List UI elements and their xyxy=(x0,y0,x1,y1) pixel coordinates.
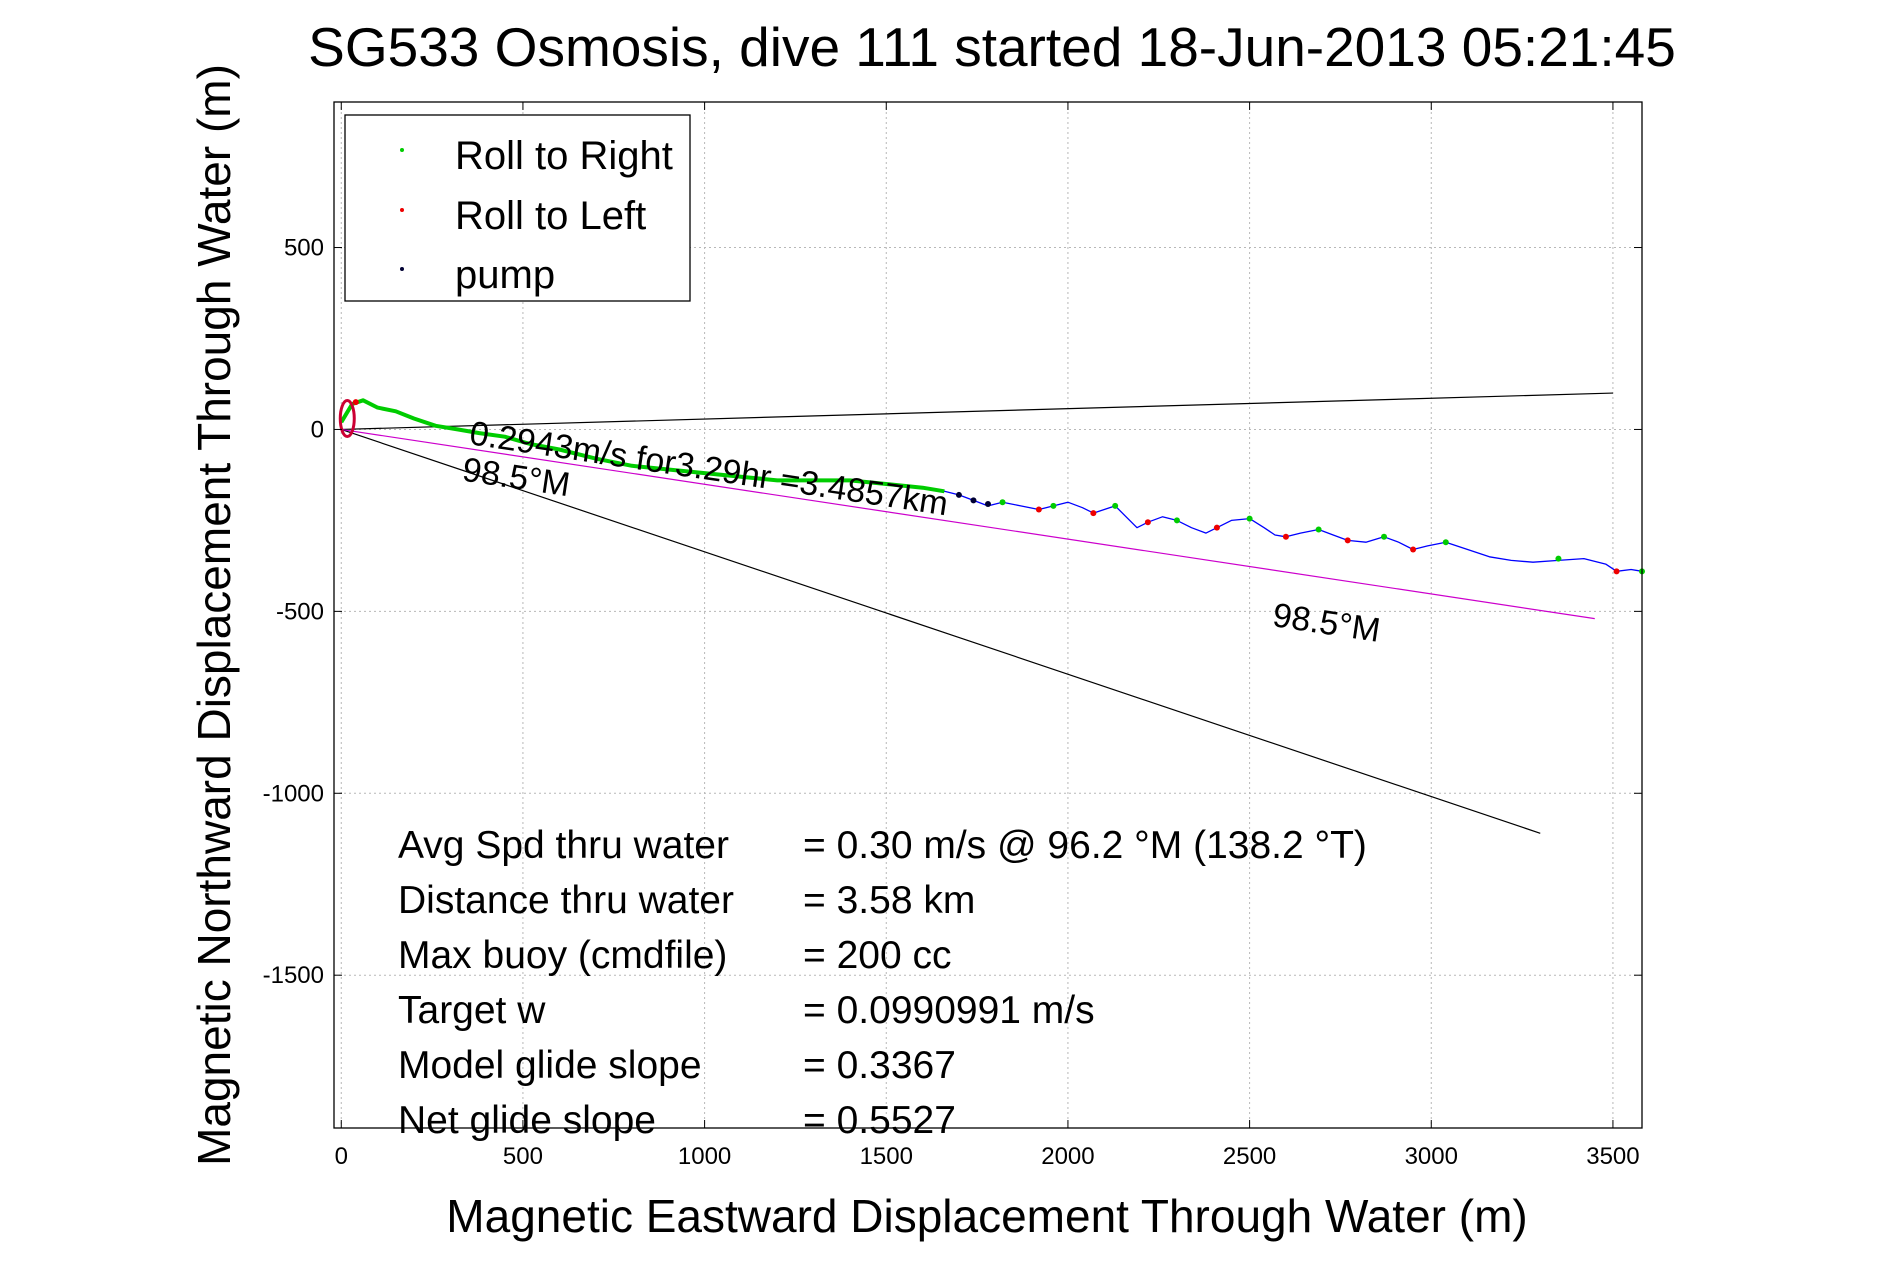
plot-frame xyxy=(333,101,1643,1129)
marker-roll-left xyxy=(352,399,359,406)
x-tick-label: 3500 xyxy=(1586,1143,1639,1170)
y-axis-label: Magnetic Northward Displacement Through … xyxy=(188,64,240,1166)
reference-line xyxy=(341,428,1541,834)
y-tick-label: 0 xyxy=(311,416,324,443)
y-tick-label: 500 xyxy=(284,235,324,262)
grid xyxy=(334,102,1642,1128)
stat-label: Target w xyxy=(398,989,546,1032)
chart-title: SG533 Osmosis, dive 111 started 18-Jun-2… xyxy=(308,16,1676,78)
marker-roll-left xyxy=(1090,510,1097,517)
stat-value: = 200 cc xyxy=(803,934,952,977)
y-tick-label: -1500 xyxy=(263,962,324,989)
x-tick-label: 3000 xyxy=(1405,1143,1458,1170)
stat-label: Avg Spd thru water xyxy=(398,824,729,867)
legend-label-roll-left: Roll to Left xyxy=(455,194,646,238)
reference-line xyxy=(341,392,1613,431)
start-loop xyxy=(338,399,356,439)
stat-value: = 0.0990991 m/s xyxy=(803,989,1095,1032)
marker-roll-right xyxy=(1442,539,1449,546)
marker-roll-left xyxy=(1613,568,1620,575)
marker-roll-right xyxy=(1112,502,1119,509)
x-tick-label: 1000 xyxy=(678,1143,731,1170)
marker-roll-right xyxy=(1381,533,1388,540)
marker-roll-right xyxy=(1246,515,1253,522)
legend-marker-roll-left xyxy=(400,208,404,212)
legend-label-pump: pump xyxy=(455,253,555,297)
stats-block: Avg Spd thru water = 0.30 m/s @ 96.2 °M … xyxy=(398,824,1367,1142)
marker-roll-right xyxy=(999,499,1006,506)
marker-roll-right xyxy=(1555,555,1562,562)
y-tick-label: -500 xyxy=(276,598,324,625)
marker-roll-right xyxy=(1173,517,1180,524)
stat-label: Distance thru water xyxy=(398,879,734,922)
legend: Roll to Right Roll to Left pump xyxy=(344,114,691,302)
x-tick-label: 2500 xyxy=(1223,1143,1276,1170)
marker-pump xyxy=(985,501,991,508)
marker-roll-left xyxy=(1144,519,1151,526)
x-axis-label: Magnetic Eastward Displacement Through W… xyxy=(446,1190,1527,1242)
reference-lines xyxy=(341,392,1613,834)
stat-label: Net glide slope xyxy=(398,1099,656,1142)
x-tick-label: 1500 xyxy=(860,1143,913,1170)
marker-roll-right xyxy=(1050,502,1057,509)
marker-roll-right xyxy=(1315,526,1322,533)
marker-layer xyxy=(352,399,1645,575)
stat-value: = 0.3367 xyxy=(803,1044,956,1087)
x-tick-label: 2000 xyxy=(1041,1143,1094,1170)
marker-roll-left xyxy=(1282,533,1289,540)
y-tick-label: -1000 xyxy=(263,780,324,807)
legend-label-roll-right: Roll to Right xyxy=(455,134,673,178)
series-line xyxy=(339,398,945,494)
legend-marker-pump xyxy=(400,267,404,271)
x-tick-label: 500 xyxy=(503,1143,543,1170)
legend-marker-roll-right xyxy=(400,148,404,152)
marker-roll-left xyxy=(1344,537,1351,544)
stat-value: = 0.5527 xyxy=(803,1099,956,1142)
marker-roll-left xyxy=(1410,546,1417,553)
tick-layer: 0 500 1000 1500 2000 2500 3000 3500 -1500 -1000 -5… xyxy=(263,102,1642,1170)
marker-pump xyxy=(970,497,977,504)
stat-value: = 0.30 m/s @ 96.2 °M (138.2 °T) xyxy=(803,824,1367,867)
reference-line xyxy=(341,428,1595,620)
marker-roll-left xyxy=(1213,524,1220,531)
series-layer xyxy=(338,398,1643,572)
stat-value: = 3.58 km xyxy=(803,879,975,922)
x-tick-label: 0 xyxy=(335,1143,348,1170)
stat-label: Max buoy (cmdfile) xyxy=(398,934,727,977)
marker-pump xyxy=(955,491,962,498)
stat-label: Model glide slope xyxy=(398,1044,702,1087)
marker-roll-left xyxy=(1035,506,1042,513)
